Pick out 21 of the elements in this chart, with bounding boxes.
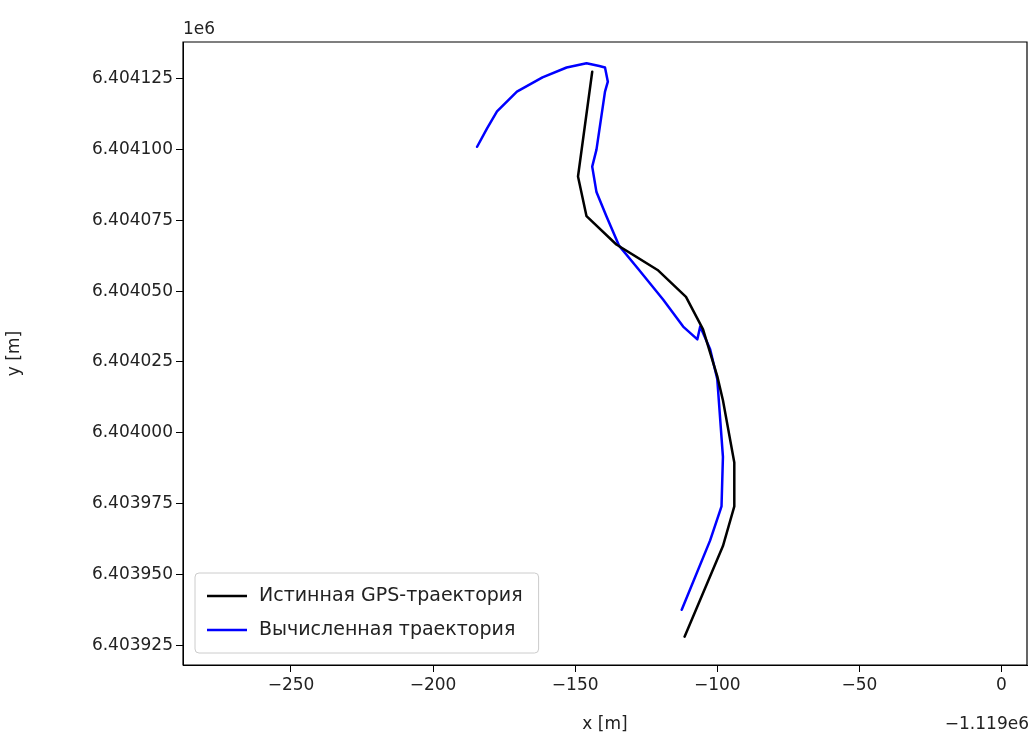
text: 1e6 xyxy=(183,17,216,38)
x-tick-label: −200 xyxy=(409,673,457,694)
y-tick-label: 6.404100 xyxy=(91,138,173,159)
text: −1.119e6 xyxy=(944,712,1029,733)
x-tick-label: 0 xyxy=(996,673,1007,694)
y-tick-label: 6.404075 xyxy=(91,208,173,229)
x-axis-title: x [m] xyxy=(582,713,628,734)
y-tick-label: 6.403975 xyxy=(91,492,173,513)
legend-label: Вычисленная траектория xyxy=(259,616,516,639)
x-tick-label: −150 xyxy=(551,673,599,694)
y-tick-label: 6.404125 xyxy=(91,67,173,88)
legend-label: Истинная GPS-траектория xyxy=(259,582,523,605)
y-tick-label: 6.404050 xyxy=(91,279,173,300)
y-tick-label: 6.403950 xyxy=(91,562,173,583)
y-tick-label: 6.404000 xyxy=(91,421,173,442)
y-axis-title: y [m] xyxy=(2,330,23,377)
y-tick-label: 6.404025 xyxy=(91,350,173,371)
y-tick-label: 6.403925 xyxy=(91,633,173,654)
x-tick-label: −250 xyxy=(267,673,315,694)
x-tick-label: −100 xyxy=(693,673,741,694)
x-tick-label: −50 xyxy=(841,673,878,694)
